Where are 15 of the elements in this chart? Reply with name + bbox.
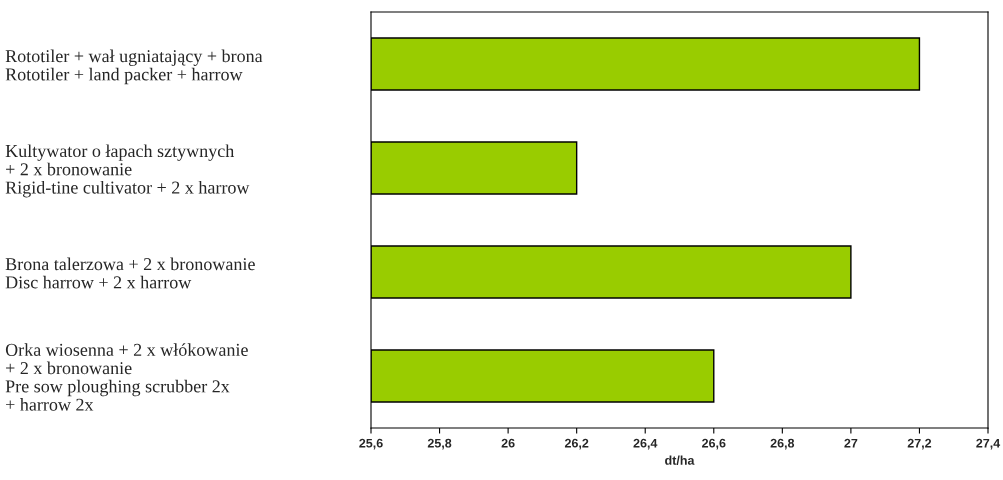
x-tick-label: 27,2 bbox=[907, 438, 932, 450]
x-tick-label: 27,4 bbox=[976, 438, 1001, 450]
x-tick-label: 26,8 bbox=[770, 438, 795, 450]
x-tick-label: 26,4 bbox=[633, 438, 658, 450]
x-axis-title: dt/ha bbox=[665, 455, 695, 465]
y-tick-label: Brona talerzowa + 2 x bronowanie Disc harrow + 2 x harrow bbox=[5, 257, 255, 289]
x-tick-label: 26,2 bbox=[564, 438, 589, 450]
x-tick-label: 25,8 bbox=[427, 438, 452, 450]
y-tick-label: Rototiler + wał ugniatający + brona Rototiler + land packer + harrow bbox=[5, 49, 263, 85]
x-tick-label: 27 bbox=[844, 438, 858, 448]
y-tick-label: Kultywator o łapach sztywnych + 2 x bronowanie Rigid-tine cultivator + 2 x harrow bbox=[5, 144, 250, 198]
y-tick-label: Orka wiosenna + 2 x włókowanie + 2 x bronowanie Pre sow ploughing scrubber 2x + harrow 2x bbox=[5, 343, 248, 411]
x-tick-label: 26,6 bbox=[702, 438, 726, 450]
x-tick-label: 25,6 bbox=[359, 438, 383, 450]
x-tick-label: 26 bbox=[501, 438, 515, 448]
